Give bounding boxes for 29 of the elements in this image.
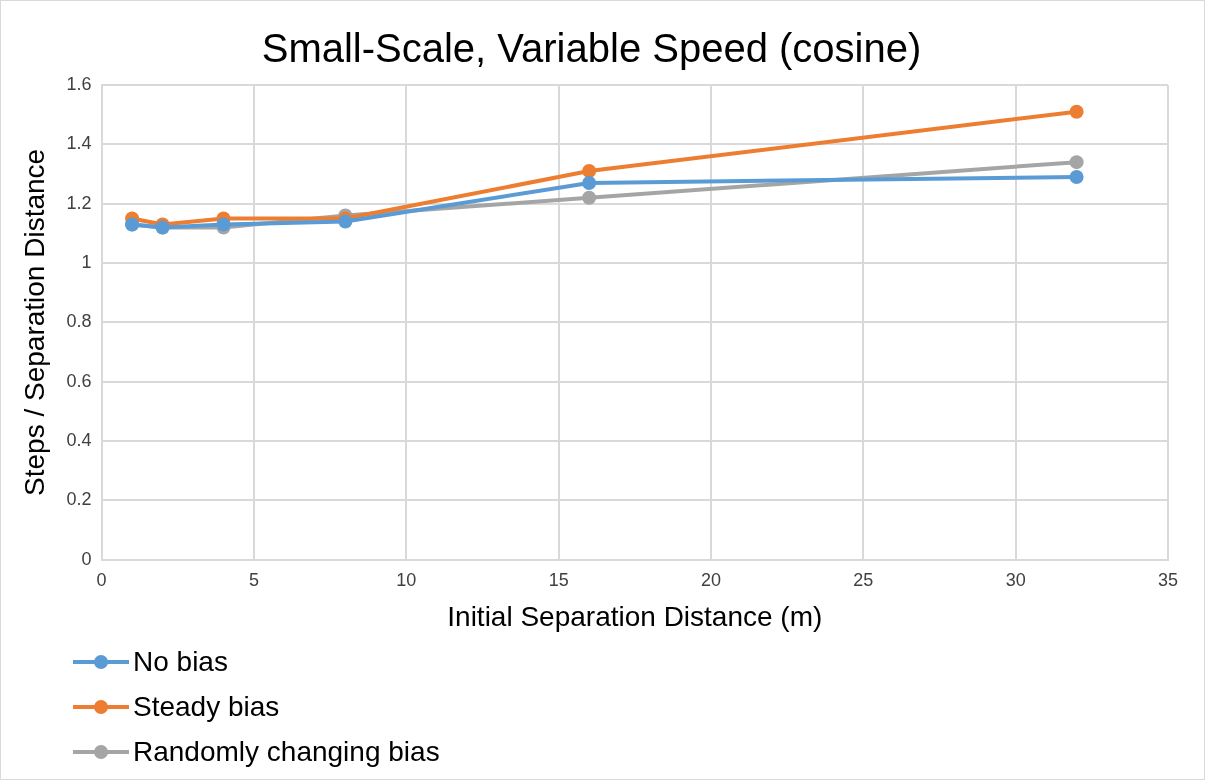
y-tick-label: 1 [81,252,92,273]
point [1069,104,1084,119]
y-tick-label: 0.4 [66,430,92,451]
legend-label: Randomly changing bias [133,735,440,768]
chart-title: Small-Scale, Variable Speed (cosine) [261,26,922,71]
y-tick-label: 1.6 [66,73,92,94]
x-tick-label: 5 [248,569,259,590]
y-tick-label: 0.6 [66,370,92,391]
y-tick-label: 0.8 [66,311,92,332]
y-tick-label: 1.4 [66,133,92,154]
point [582,175,597,190]
x-tick-label: 35 [1157,569,1179,590]
point [582,164,597,179]
x-tick-label: 10 [396,569,417,590]
legend-label: No bias [133,645,228,678]
x-tick-label: 0 [96,569,107,590]
x-axis-title: Initial Separation Distance (m) [447,600,823,632]
point [1069,169,1084,184]
x-tick-label: 20 [700,569,721,590]
x-tick-label: 30 [1005,569,1026,590]
legend-label: Steady bias [133,690,280,723]
x-tick-label: 15 [548,569,569,590]
y-tick-label: 1.2 [66,192,92,213]
point [1069,155,1084,170]
y-tick-label: 0.2 [66,489,92,510]
x-tick-label: 25 [853,569,874,590]
y-axis-title: Steps / Separation Distance [18,148,50,496]
point [582,190,597,205]
y-tick-label: 0 [81,548,92,569]
